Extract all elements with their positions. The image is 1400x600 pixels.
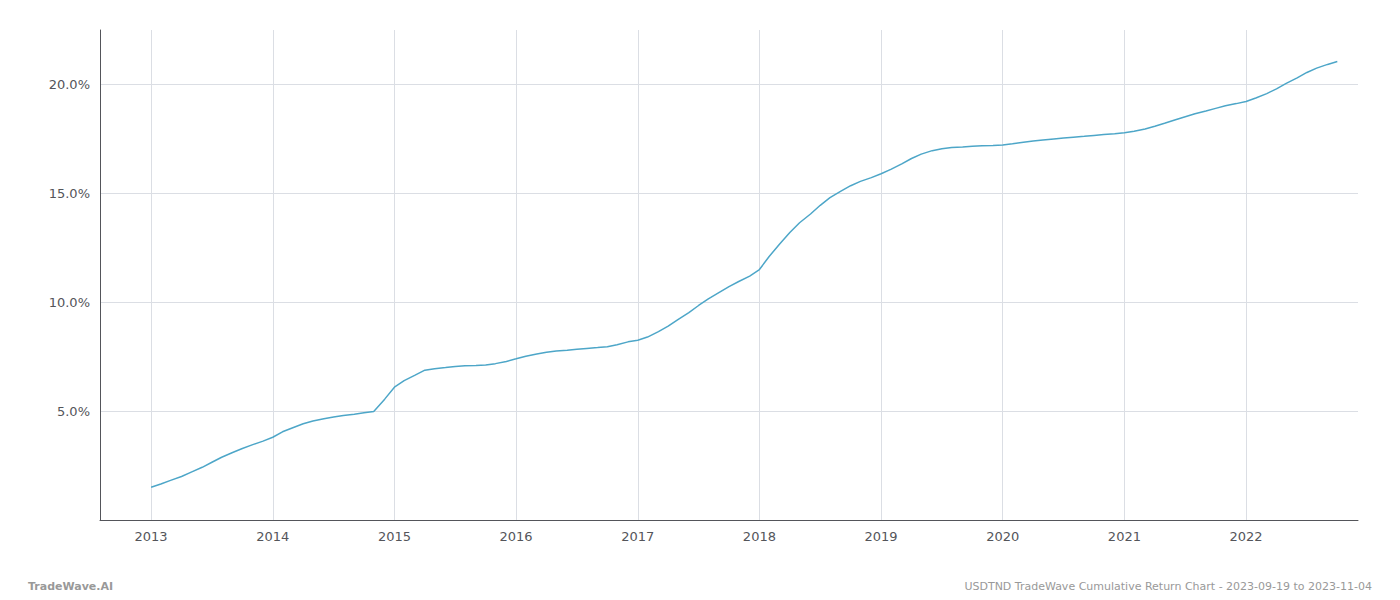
svg-text:10.0%: 10.0% bbox=[49, 295, 90, 310]
svg-text:2015: 2015 bbox=[378, 529, 411, 544]
svg-text:2016: 2016 bbox=[500, 529, 533, 544]
svg-text:2020: 2020 bbox=[986, 529, 1019, 544]
svg-text:2019: 2019 bbox=[865, 529, 898, 544]
svg-text:2013: 2013 bbox=[135, 529, 168, 544]
svg-text:2018: 2018 bbox=[743, 529, 776, 544]
svg-text:TradeWave.AI: TradeWave.AI bbox=[28, 580, 113, 593]
svg-text:2017: 2017 bbox=[621, 529, 654, 544]
svg-text:2021: 2021 bbox=[1108, 529, 1141, 544]
svg-text:15.0%: 15.0% bbox=[49, 186, 90, 201]
svg-text:2022: 2022 bbox=[1230, 529, 1263, 544]
svg-text:USDTND TradeWave Cumulative Re: USDTND TradeWave Cumulative Return Chart… bbox=[964, 580, 1372, 593]
svg-text:20.0%: 20.0% bbox=[49, 77, 90, 92]
svg-text:5.0%: 5.0% bbox=[57, 404, 90, 419]
svg-text:2014: 2014 bbox=[256, 529, 289, 544]
